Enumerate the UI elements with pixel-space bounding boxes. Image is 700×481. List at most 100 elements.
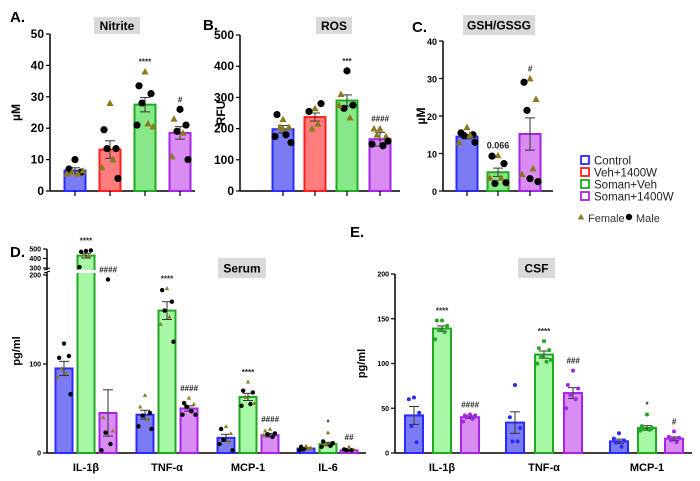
chart-title: GSH/GSSG xyxy=(467,19,531,33)
y-tick-label: 10 xyxy=(427,150,437,160)
male-circle-icon xyxy=(625,213,633,221)
data-point-female xyxy=(226,439,231,444)
significance-label: **** xyxy=(80,236,93,245)
bar xyxy=(260,434,280,455)
data-point xyxy=(468,412,472,417)
data-point-male xyxy=(105,277,111,282)
data-point-male xyxy=(77,264,82,270)
chart-title: Nitrite xyxy=(100,19,135,33)
significance-label: #### xyxy=(461,401,479,410)
data-point xyxy=(417,410,422,415)
y-tick-label: 200 xyxy=(29,273,41,280)
data-point-female xyxy=(306,446,311,451)
x-category-label: IL-1β xyxy=(429,462,456,474)
y-tick-label: 100 xyxy=(377,361,389,368)
legend-female-label: Female xyxy=(588,213,625,225)
data-point-female xyxy=(144,119,152,127)
data-point-male xyxy=(379,142,387,150)
y-tick-label: 20 xyxy=(31,121,45,135)
data-point-male xyxy=(349,448,354,453)
data-point-male xyxy=(230,448,235,453)
data-point-female xyxy=(86,253,91,258)
female-triangle-icon xyxy=(577,213,585,220)
data-point-male xyxy=(140,413,145,418)
y-tick-label: 150 xyxy=(377,316,389,323)
data-point-male xyxy=(71,156,79,164)
data-point xyxy=(622,438,627,443)
y-tick-label: 500 xyxy=(29,247,41,254)
data-point-male xyxy=(99,448,104,453)
data-point xyxy=(619,444,624,449)
data-point-female xyxy=(137,404,143,409)
y-tick-label: 0 xyxy=(37,184,44,198)
y-axis-label: pg/ml xyxy=(11,336,23,365)
panel-b: B. ROS 0 100 200 300 400 500 RFU *** #### xyxy=(203,17,400,198)
data-point-female xyxy=(68,168,76,176)
bar-group-0 xyxy=(271,110,295,192)
y-tick-label: 300 xyxy=(214,90,234,104)
title-box xyxy=(316,17,352,34)
data-point-female xyxy=(74,170,82,177)
data-point xyxy=(518,425,523,430)
data-point-male xyxy=(520,78,528,86)
data-point-female xyxy=(494,151,502,159)
data-point xyxy=(433,337,438,342)
panel-label: C. xyxy=(412,19,427,36)
data-point xyxy=(672,429,676,434)
y-tick-label: 30 xyxy=(31,90,45,104)
data-point-male xyxy=(488,152,496,160)
y-tick-label: 200 xyxy=(377,272,389,279)
data-point-male xyxy=(103,145,111,153)
data-point xyxy=(565,382,570,387)
bar xyxy=(76,254,96,454)
bar-group-1 xyxy=(303,100,327,192)
data-point-female xyxy=(110,428,116,433)
data-point xyxy=(465,415,470,420)
bar-group-2: # xyxy=(518,65,542,192)
x-category-label: IL-1β xyxy=(73,462,100,474)
data-point xyxy=(470,416,475,421)
data-point-male xyxy=(180,412,185,417)
data-point xyxy=(571,368,575,373)
panel-label: B. xyxy=(203,17,218,34)
legend-swatch-control xyxy=(580,155,590,165)
panel-label: D. xyxy=(10,244,25,261)
data-point xyxy=(536,346,541,351)
title-box xyxy=(218,258,266,278)
y-tick-label: 0 xyxy=(37,451,41,458)
data-point xyxy=(669,438,674,443)
bar-group-0-0 xyxy=(404,395,424,455)
data-point-male xyxy=(471,138,479,146)
bar-group-2: *** xyxy=(335,57,359,192)
significance-label: *** xyxy=(342,57,352,66)
y-tick-label: 300 xyxy=(29,266,41,273)
data-point-male xyxy=(218,426,224,432)
data-point-male xyxy=(297,448,302,453)
data-point-female xyxy=(79,166,87,174)
data-point-male xyxy=(136,424,141,429)
data-point-female xyxy=(261,433,266,437)
data-point-male xyxy=(239,403,244,409)
bar-group-2-1: **** xyxy=(238,368,258,454)
legend-swatch-somanveh xyxy=(580,179,590,189)
data-point-female xyxy=(285,123,293,130)
data-point-female xyxy=(141,68,149,75)
data-point xyxy=(645,412,649,417)
data-point-female xyxy=(463,123,471,131)
data-point-male xyxy=(66,353,72,359)
bar-group-3-1: * xyxy=(318,419,338,455)
y-tick-label: 10 xyxy=(31,153,45,167)
data-point xyxy=(539,354,544,359)
data-point-female xyxy=(303,443,309,448)
data-point-male xyxy=(78,249,84,255)
data-point-male xyxy=(317,100,325,108)
data-point xyxy=(442,330,447,335)
data-point xyxy=(434,318,439,323)
data-point xyxy=(437,327,442,332)
data-point-male xyxy=(133,121,141,129)
data-point xyxy=(647,427,652,432)
data-point xyxy=(548,357,553,362)
bar-group-3: # xyxy=(168,95,192,193)
data-point xyxy=(611,436,616,441)
